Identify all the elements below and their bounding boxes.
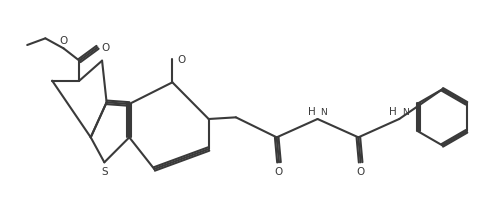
- Text: H: H: [389, 106, 397, 116]
- Text: O: O: [356, 167, 365, 176]
- Text: O: O: [59, 36, 68, 46]
- Text: O: O: [101, 43, 110, 53]
- Text: O: O: [275, 167, 283, 176]
- Text: N: N: [320, 107, 327, 116]
- Text: S: S: [101, 167, 108, 176]
- Text: O: O: [177, 55, 186, 65]
- Text: N: N: [402, 107, 409, 116]
- Text: H: H: [308, 106, 315, 116]
